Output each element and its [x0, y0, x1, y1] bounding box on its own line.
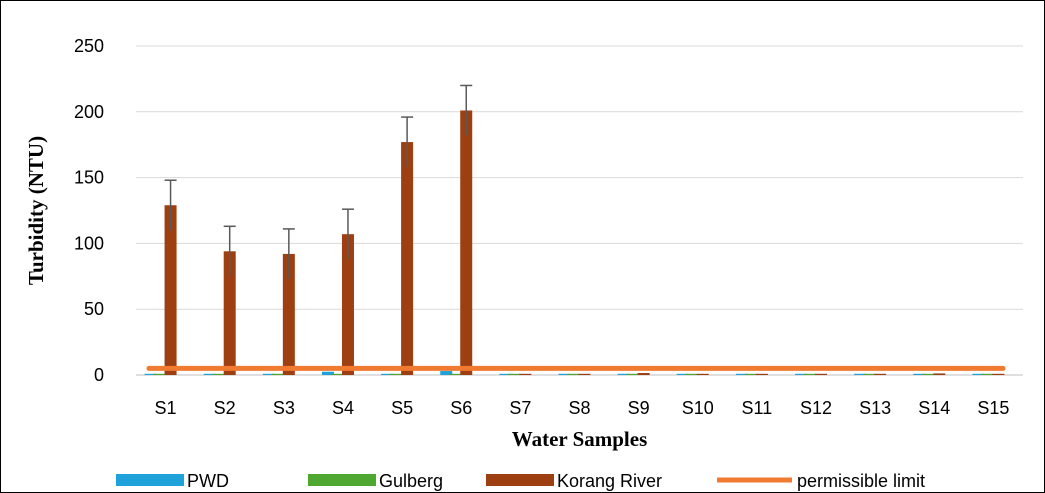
bar-gulberg — [153, 373, 166, 375]
bar-korang-river — [519, 373, 532, 375]
x-tick-label: S2 — [214, 398, 236, 418]
bar-korang-river — [992, 373, 1005, 375]
bar-korang-river — [341, 234, 354, 375]
bar-gulberg — [981, 373, 994, 375]
legend-label: Korang River — [557, 471, 662, 491]
bar-pwd — [499, 373, 512, 375]
bar-pwd — [203, 373, 216, 375]
bar-gulberg — [922, 373, 935, 375]
bar-pwd — [735, 373, 748, 375]
x-tick-label: S10 — [682, 398, 714, 418]
legend-swatch-pwd — [116, 474, 184, 486]
bar-korang-river — [401, 142, 414, 375]
x-tick-label: S3 — [273, 398, 295, 418]
bar-gulberg — [390, 373, 403, 375]
bar-korang-river — [637, 373, 650, 375]
bar-gulberg — [744, 373, 757, 375]
x-tick-label: S7 — [509, 398, 531, 418]
bar-gulberg — [271, 373, 284, 375]
bar-korang-river — [696, 373, 709, 375]
bar-gulberg — [626, 373, 639, 375]
bar-pwd — [558, 373, 571, 375]
x-axis-title: Water Samples — [512, 427, 648, 451]
x-tick-label: S8 — [568, 398, 590, 418]
bar-pwd — [617, 373, 630, 375]
bar-pwd — [262, 373, 275, 375]
x-tick-label: S9 — [628, 398, 650, 418]
bar-gulberg — [212, 373, 225, 375]
bar-pwd — [440, 371, 453, 375]
legend-swatch-korang-river — [486, 474, 554, 486]
bar-korang-river — [460, 110, 473, 375]
bar-korang-river — [223, 251, 236, 375]
bar-pwd — [144, 373, 157, 375]
y-tick-label: 200 — [74, 102, 104, 122]
bar-korang-river — [164, 205, 177, 375]
legend-label: permissible limit — [797, 471, 925, 491]
x-tick-label: S4 — [332, 398, 354, 418]
x-tick-label: S14 — [918, 398, 950, 418]
bar-gulberg — [804, 373, 817, 375]
x-tick-label: S15 — [977, 398, 1009, 418]
bar-pwd — [321, 371, 334, 375]
bar-korang-river — [874, 373, 887, 375]
bar-korang-river — [815, 373, 828, 375]
bar-korang-river — [755, 373, 768, 375]
y-tick-label: 150 — [74, 168, 104, 188]
y-axis-title: Turbidity (NTU) — [24, 136, 48, 285]
y-tick-label: 50 — [84, 299, 104, 319]
bar-pwd — [972, 373, 985, 375]
bar-gulberg — [567, 373, 580, 375]
legend-label: PWD — [187, 471, 229, 491]
bar-gulberg — [863, 373, 876, 375]
bar-korang-river — [933, 373, 946, 375]
legend-swatch-gulberg — [308, 474, 376, 486]
bar-pwd — [913, 373, 926, 375]
x-tick-label: S12 — [800, 398, 832, 418]
x-tick-label: S11 — [742, 398, 773, 418]
bar-gulberg — [685, 373, 698, 375]
bar-korang-river — [282, 253, 295, 375]
x-tick-label: S13 — [859, 398, 891, 418]
bar-pwd — [381, 373, 394, 375]
y-tick-label: 100 — [74, 233, 104, 253]
bar-pwd — [795, 373, 808, 375]
y-tick-label: 250 — [74, 36, 104, 56]
y-tick-label: 0 — [94, 365, 104, 385]
bar-pwd — [676, 373, 689, 375]
legend-label: Gulberg — [379, 471, 443, 491]
x-tick-label: S1 — [155, 398, 177, 418]
bar-pwd — [854, 373, 867, 375]
x-tick-label: S6 — [450, 398, 472, 418]
x-tick-label: S5 — [391, 398, 413, 418]
bar-korang-river — [578, 373, 591, 375]
bar-gulberg — [508, 373, 521, 375]
bar-gulberg — [330, 373, 343, 375]
bar-gulberg — [449, 373, 462, 375]
